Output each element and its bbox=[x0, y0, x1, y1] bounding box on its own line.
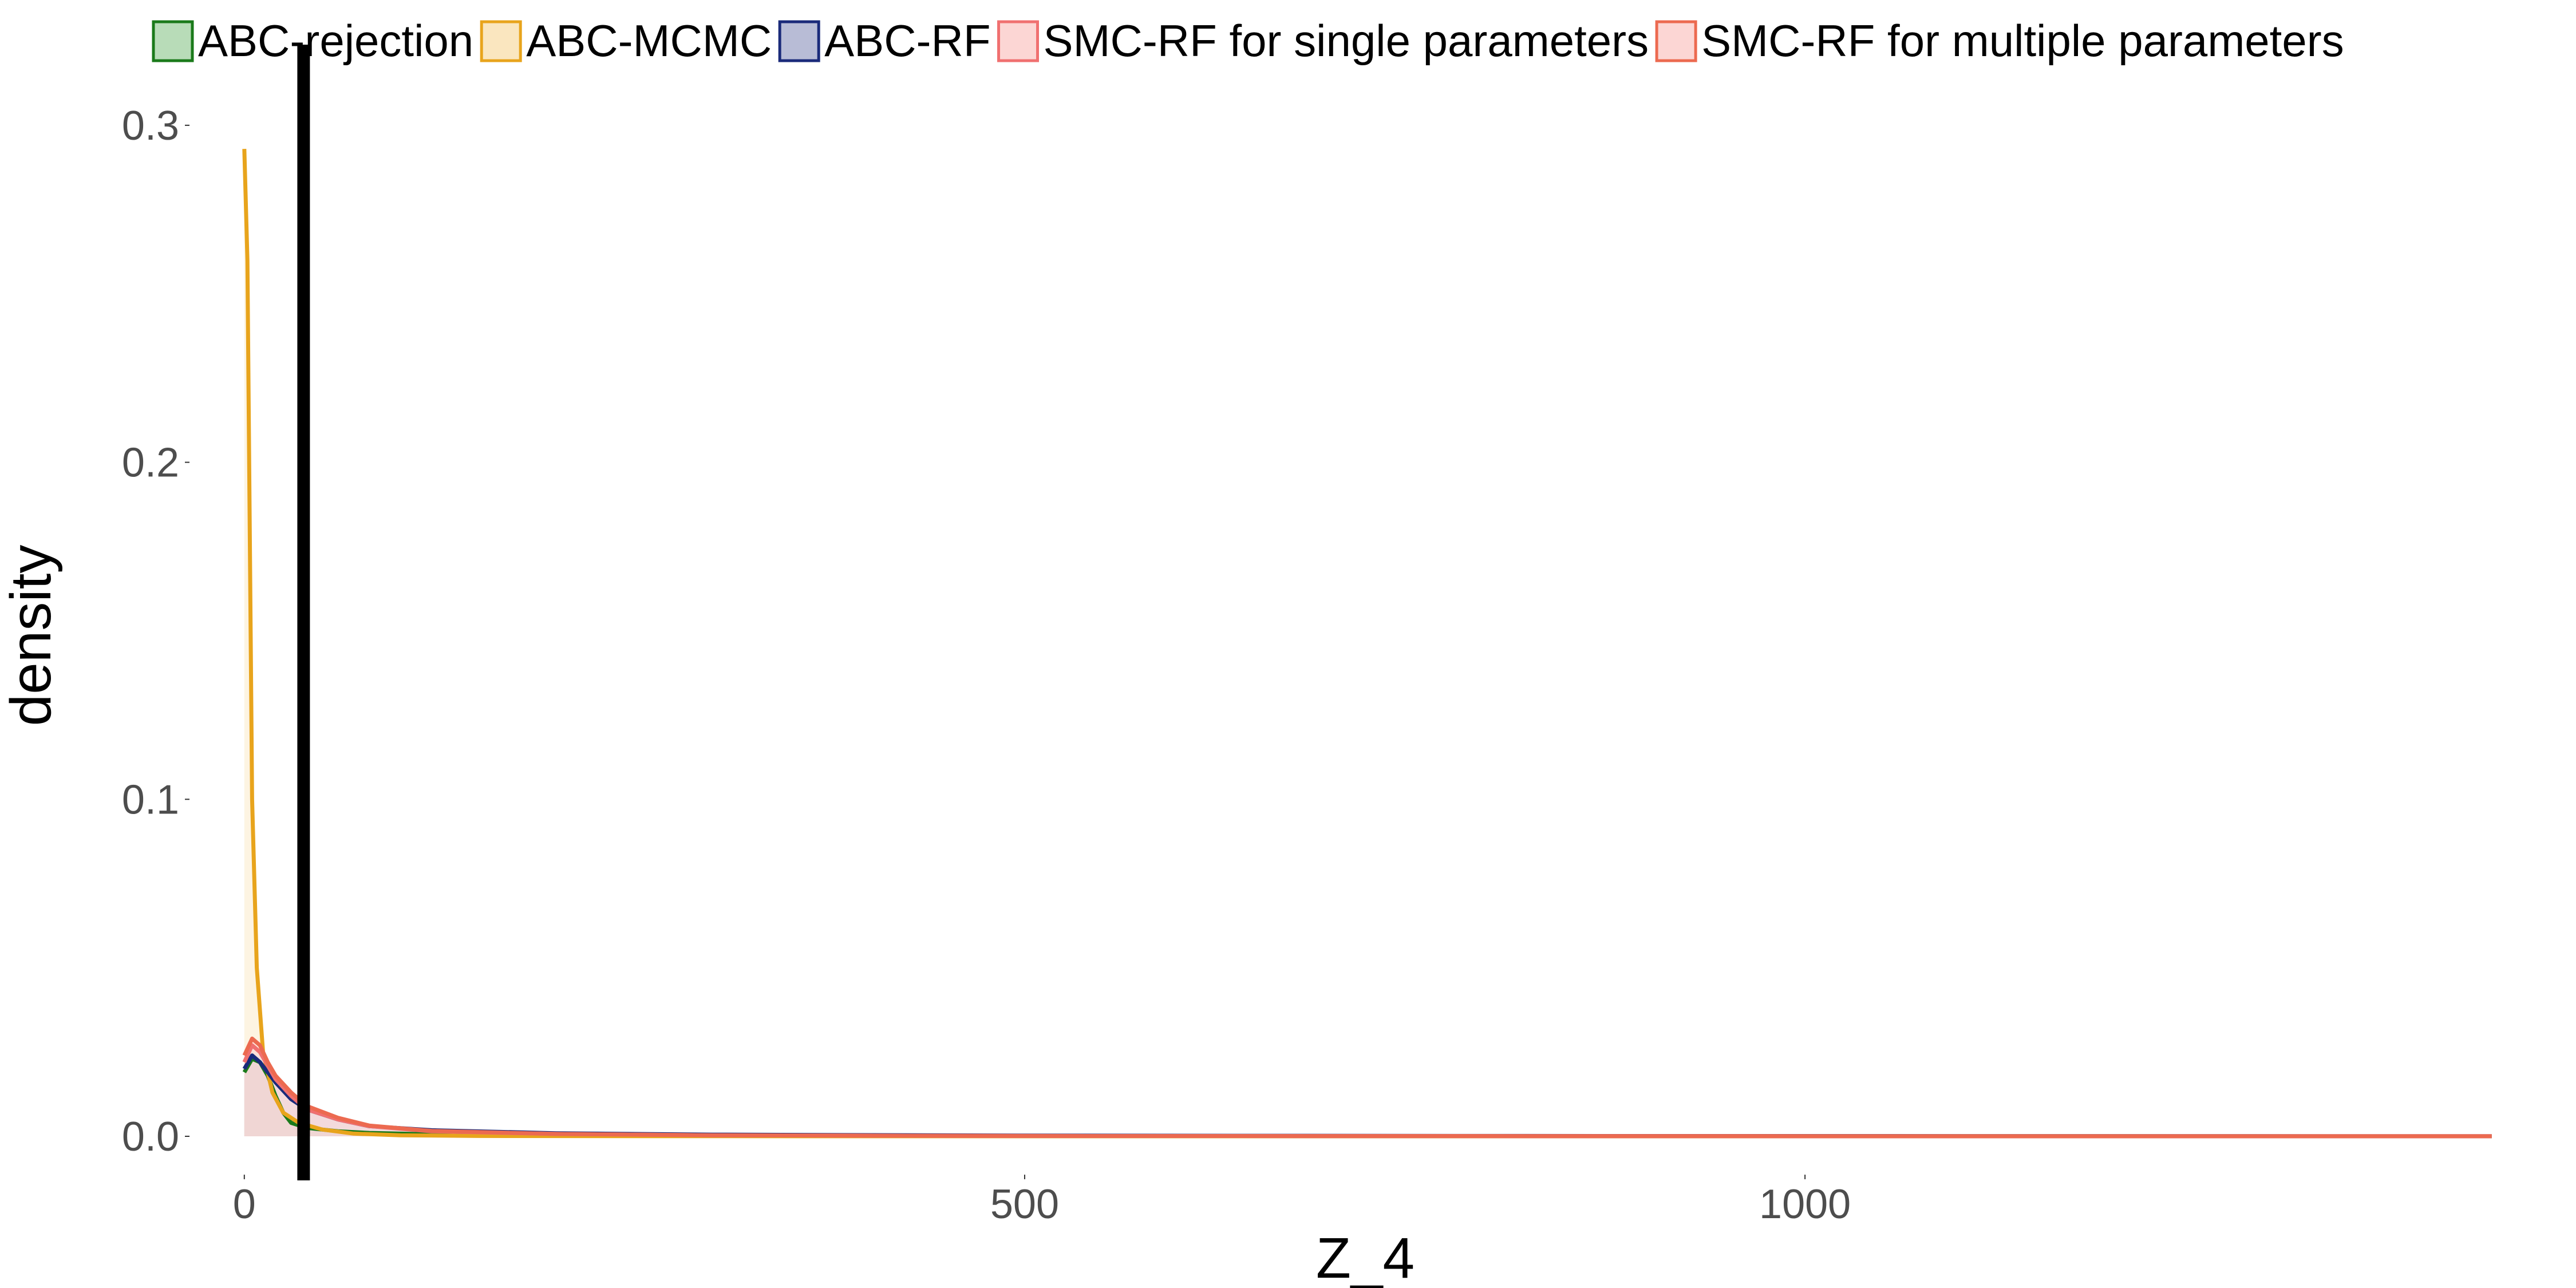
x-tick-label: 500 bbox=[990, 1182, 1059, 1227]
legend-label: SMC-RF for multiple parameters bbox=[1701, 15, 2344, 66]
y-axis-title: density bbox=[0, 545, 63, 726]
density-line-abc-rf bbox=[242, 1053, 2492, 1139]
x-axis-title: Z_4 bbox=[1316, 1226, 1415, 1288]
legend-item-abc-rejection: ABC-rejection bbox=[152, 15, 473, 66]
x-axis: 0 500 1000 bbox=[233, 1175, 1851, 1227]
density-line-abc-rejection bbox=[242, 1057, 2492, 1139]
legend-key bbox=[480, 20, 522, 62]
x-tick-label: 0 bbox=[233, 1182, 256, 1227]
density-area-abc-rf bbox=[244, 1055, 2492, 1136]
legend: ABC-rejection ABC-MCMC ABC-RF SMC-RF for si… bbox=[152, 15, 2344, 66]
y-axis: 0.0 0.1 0.2 0.3 bbox=[122, 103, 189, 1160]
legend-key bbox=[152, 20, 194, 62]
density-line-smc-rf-for-single-parameters bbox=[242, 1043, 2492, 1139]
y-tick-label: 0.1 bbox=[122, 777, 179, 823]
density-area-abc-rejection bbox=[244, 1058, 2492, 1136]
x-tick-label: 1000 bbox=[1759, 1182, 1851, 1227]
y-tick-label: 0.3 bbox=[122, 103, 179, 149]
legend-item-smc-rf-for-multiple-parameters: SMC-RF for multiple parameters bbox=[1655, 15, 2344, 66]
density-area-smc-rf-for-multiple-parameters bbox=[244, 1038, 2492, 1136]
density-line-smc-rf-for-multiple-parameters bbox=[242, 1036, 2492, 1139]
legend-label: ABC-MCMC bbox=[526, 15, 772, 66]
density-areas bbox=[244, 149, 2492, 1137]
legend-label: ABC-RF bbox=[824, 15, 990, 66]
legend-key bbox=[997, 20, 1039, 62]
density-area-abc-mcmc bbox=[244, 149, 2492, 1137]
legend-key bbox=[1655, 20, 1697, 62]
y-tick-label: 0.2 bbox=[122, 440, 179, 486]
density-lines bbox=[242, 149, 2492, 1139]
legend-label: ABC-rejection bbox=[198, 15, 473, 66]
legend-key bbox=[778, 20, 820, 62]
density-line-abc-mcmc bbox=[242, 149, 2492, 1139]
legend-item-abc-rf: ABC-RF bbox=[778, 15, 991, 66]
y-tick-label: 0.0 bbox=[122, 1114, 179, 1160]
density-area-smc-rf-for-single-parameters bbox=[244, 1045, 2492, 1136]
legend-item-abc-mcmc: ABC-MCMC bbox=[480, 15, 772, 66]
legend-label: SMC-RF for single parameters bbox=[1044, 15, 1649, 66]
legend-item-smc-rf-for-single-parameters: SMC-RF for single parameters bbox=[997, 15, 1649, 66]
